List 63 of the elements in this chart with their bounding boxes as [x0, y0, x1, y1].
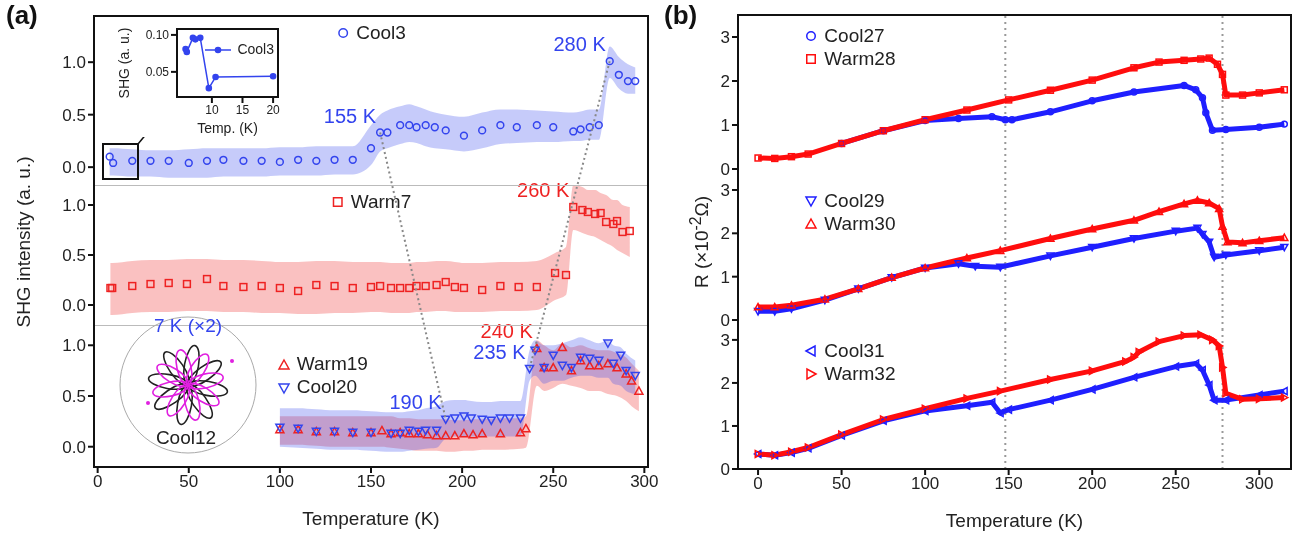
y-tick-label: 1	[720, 116, 730, 136]
y-tick-label: 0.10	[145, 28, 170, 43]
x-tick-label: 200	[447, 472, 477, 492]
x-tick-label: 20	[266, 102, 281, 117]
y-tick-label: 0.5	[62, 387, 86, 407]
x-tick-label: 100	[910, 474, 940, 494]
x-tick-label: 0	[92, 472, 103, 492]
y-tick-label: 2	[720, 72, 730, 92]
x-tick-label: 100	[265, 472, 295, 492]
y-axis-title: SHG (a. u.)	[116, 27, 132, 99]
y-tick-label: 0.0	[62, 158, 86, 178]
chart-title: (a)	[6, 0, 38, 31]
annotation: 7 K (×2)	[153, 315, 223, 337]
x-tick-label: 150	[356, 472, 386, 492]
y-tick-label: 1	[720, 417, 730, 436]
y-tick-label: 1	[720, 267, 730, 287]
annotation: Cool12	[155, 427, 217, 449]
legend-label: Warm30	[824, 212, 896, 236]
y-tick-label: 2	[720, 373, 730, 393]
y-tick-label: 1.0	[62, 336, 86, 356]
legend-label: Cool29	[824, 190, 885, 213]
y-tick-label: 0.5	[62, 246, 86, 266]
y-tick-label: 0	[720, 160, 730, 180]
legend-label: Cool31	[824, 340, 885, 363]
legend-label: Cool27	[824, 25, 885, 48]
y-tick-label: 0.0	[62, 437, 86, 457]
legend-label: Cool20	[296, 376, 358, 399]
legend-label: Cool3	[356, 22, 406, 45]
legend-label: Warm32	[824, 362, 896, 386]
annotation: 190 K	[389, 391, 443, 414]
x-axis-title: Temperature (K)	[302, 508, 440, 529]
x-tick-label: 250	[1161, 474, 1190, 494]
x-tick-label: 50	[179, 472, 199, 492]
x-tick-label: 250	[539, 472, 568, 492]
x-tick-label: 150	[994, 474, 1023, 494]
y-tick-label: 1.0	[62, 53, 86, 73]
x-tick-label: 200	[1078, 474, 1107, 494]
y-tick-label: 3	[720, 181, 730, 201]
legend-label: Warm28	[824, 47, 896, 71]
y-tick-label: 0.0	[62, 296, 86, 316]
legend-label: Cool3	[237, 41, 274, 59]
annotation: 280 K	[553, 33, 607, 56]
legend-label: Warm19	[296, 353, 368, 377]
y-tick-label: 1.0	[62, 196, 86, 216]
annotation: 235 K	[473, 340, 527, 363]
chart-title: (b)	[664, 0, 698, 31]
annotation: 155 K	[323, 104, 377, 127]
x-tick-label: 0	[753, 474, 763, 494]
legend-label: Warm7	[350, 191, 412, 214]
y-axis-title: SHG intensity (a. u.)	[13, 155, 35, 328]
y-tick-label: 3	[720, 28, 730, 48]
y-tick-label: 0	[720, 311, 730, 331]
x-tick-label: 15	[235, 102, 250, 117]
x-axis-title: Temperature (K)	[945, 510, 1084, 531]
y-tick-label: 0.5	[62, 105, 86, 125]
y-tick-label: 0.05	[145, 65, 170, 80]
x-axis-title: Temp. (K)	[197, 120, 258, 136]
x-tick-label: 50	[832, 474, 852, 494]
x-tick-label: 300	[630, 472, 659, 492]
y-tick-label: 2	[720, 224, 730, 244]
x-tick-label: 300	[1245, 474, 1274, 494]
y-tick-label: 3	[720, 330, 730, 350]
x-tick-label: 10	[205, 102, 219, 117]
